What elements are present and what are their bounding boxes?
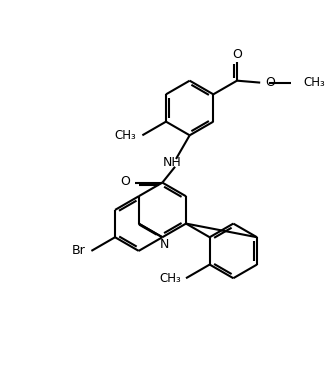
Text: CH₃: CH₃ (304, 76, 325, 89)
Text: O: O (232, 48, 242, 61)
Text: CH₃: CH₃ (115, 129, 137, 142)
Text: Br: Br (72, 244, 85, 257)
Text: N: N (160, 237, 169, 251)
Text: CH₃: CH₃ (159, 272, 181, 285)
Text: NH: NH (163, 156, 182, 169)
Text: O: O (120, 175, 130, 188)
Text: O: O (265, 76, 275, 89)
